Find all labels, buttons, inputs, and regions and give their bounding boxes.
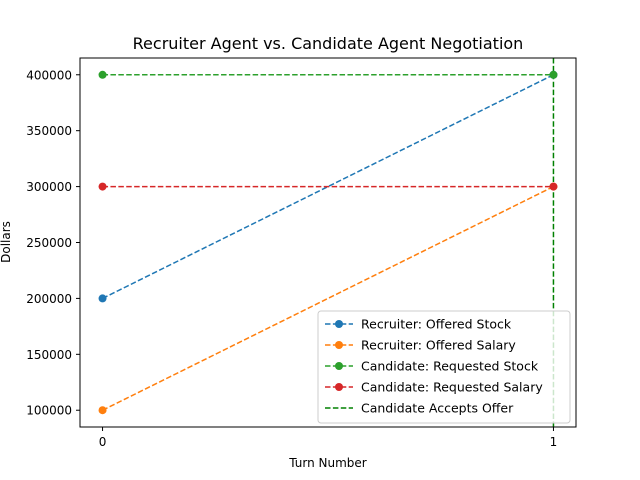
- y-tick-label: 250000: [26, 236, 72, 250]
- legend: Recruiter: Offered Stock Recruiter: Offer…: [317, 310, 571, 424]
- y-axis-label: Dollars: [0, 221, 13, 263]
- x-tick-label: 1: [550, 435, 558, 449]
- series-1-point-1: [98, 294, 107, 303]
- y-tick-label: 400000: [26, 68, 72, 82]
- y-tick-label: 300000: [26, 180, 72, 194]
- plot-area: [98, 58, 558, 427]
- legend-marker-4: [335, 383, 343, 391]
- x-axis-label: Turn Number: [288, 456, 367, 470]
- legend-box: [317, 310, 571, 424]
- legend-label-3: Candidate: Requested Stock: [361, 359, 539, 374]
- legend-label-4: Candidate: Requested Salary: [361, 380, 543, 395]
- y-axis: 100000 150000 200000 250000 300000 350000 4000…: [26, 68, 80, 418]
- series-4-point-1: [98, 182, 107, 191]
- chart-title: Recruiter Agent vs. Candidate Agent Nego…: [133, 34, 524, 53]
- y-tick-label: 350000: [26, 124, 72, 138]
- y-tick-label: 100000: [26, 404, 72, 418]
- legend-marker-2: [335, 341, 343, 349]
- series-line-2: [102, 185, 554, 411]
- legend-label-2: Recruiter: Offered Salary: [361, 338, 516, 353]
- series-3-point-1: [98, 70, 107, 79]
- y-tick-label: 150000: [26, 348, 72, 362]
- y-tick-label: 200000: [26, 292, 72, 306]
- legend-marker-1: [335, 320, 343, 328]
- legend-label-1: Recruiter: Offered Stock: [361, 317, 512, 332]
- series-2-point-1: [98, 406, 107, 415]
- series-line-1: [102, 74, 554, 300]
- legend-label-5: Candidate Accepts Offer: [361, 401, 514, 416]
- series-3-point-2: [549, 70, 558, 79]
- x-tick-label: 0: [99, 435, 107, 449]
- series-4-point-2: [549, 182, 558, 191]
- legend-marker-3: [335, 362, 343, 370]
